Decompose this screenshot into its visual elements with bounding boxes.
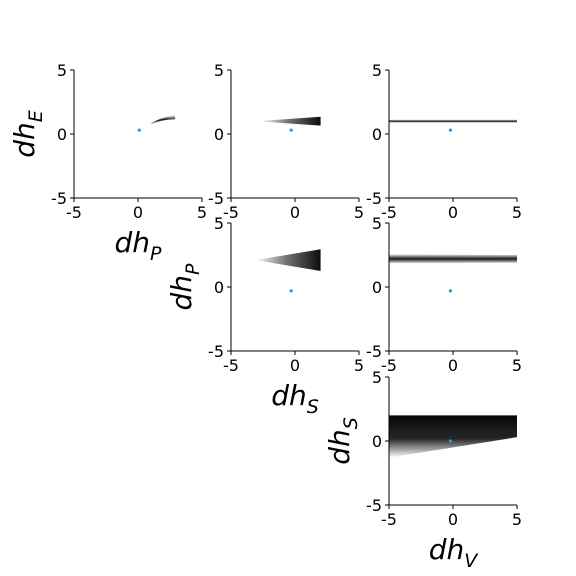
subplot-dhV-dhE: -5 0 5 -5 0 5: [366, 61, 522, 222]
point-cloud: [257, 249, 321, 271]
subplot-dhS-dhP: -5 0 5 -5 0 5 dhS dhP: [165, 214, 364, 418]
x-tick-label: 5: [197, 203, 207, 222]
x-tick-label: 0: [448, 203, 458, 222]
marker-point: [448, 439, 453, 443]
x-tick-label: -5: [381, 203, 397, 222]
point-cloud: [389, 415, 517, 458]
x-axis-label: dhP: [115, 226, 163, 265]
y-axis-label: dhS: [323, 417, 362, 465]
y-tick-label: -5: [208, 189, 224, 208]
x-tick-label: -5: [66, 203, 82, 222]
x-tick-label: -5: [223, 203, 239, 222]
y-axis-label: dhE: [8, 110, 47, 158]
x-tick-label: 0: [290, 356, 300, 375]
y-tick-label: -5: [208, 342, 224, 361]
x-tick-label: -5: [381, 510, 397, 529]
x-tick-label: -5: [223, 356, 239, 375]
point-cloud: [389, 254, 517, 264]
marker-point: [289, 289, 293, 293]
x-tick-label: 0: [133, 203, 143, 222]
point-cloud: [389, 119, 517, 123]
subplot-dhV-dhS: -5 0 5 -5 0 5 dhV dhS: [323, 368, 522, 572]
y-tick-label: -5: [366, 496, 382, 515]
x-tick-label: 0: [448, 510, 458, 529]
point-cloud: [150, 115, 176, 125]
x-axis-label: dhS: [271, 379, 319, 418]
y-tick-label: 0: [372, 278, 382, 297]
x-axis-label: dhV: [429, 533, 480, 572]
y-axis-label: dhP: [165, 263, 204, 311]
y-tick-label: 0: [214, 278, 224, 297]
y-tick-label: 0: [372, 432, 382, 451]
x-tick-label: 0: [448, 356, 458, 375]
marker-point: [137, 128, 141, 132]
point-cloud: [261, 116, 321, 126]
marker-point: [448, 128, 453, 132]
x-tick-label: 5: [354, 203, 364, 222]
subplot-dhP-dhE: -5 0 5 -5 0 5 dhP dhE: [8, 61, 207, 265]
y-tick-label: 0: [214, 125, 224, 144]
marker-point: [289, 128, 293, 132]
y-tick-label: 0: [57, 125, 67, 144]
y-tick-label: -5: [366, 342, 382, 361]
y-tick-label: 0: [372, 125, 382, 144]
y-tick-label: 5: [214, 61, 224, 80]
y-tick-label: 5: [372, 368, 382, 387]
y-tick-label: -5: [51, 189, 67, 208]
x-tick-label: 5: [354, 356, 364, 375]
y-tick-label: 5: [57, 61, 67, 80]
y-tick-label: 5: [372, 61, 382, 80]
y-tick-label: 5: [372, 214, 382, 233]
subplot-dhS-dhE: -5 0 5 -5 0 5: [208, 61, 364, 222]
x-tick-label: 5: [512, 203, 522, 222]
x-tick-label: 5: [512, 356, 522, 375]
y-tick-label: 5: [214, 214, 224, 233]
subplot-dhV-dhP: -5 0 5 -5 0 5: [366, 214, 522, 375]
marker-point: [448, 289, 453, 293]
x-tick-label: 5: [512, 510, 522, 529]
x-tick-label: -5: [381, 356, 397, 375]
y-tick-label: -5: [366, 189, 382, 208]
x-tick-label: 0: [290, 203, 300, 222]
